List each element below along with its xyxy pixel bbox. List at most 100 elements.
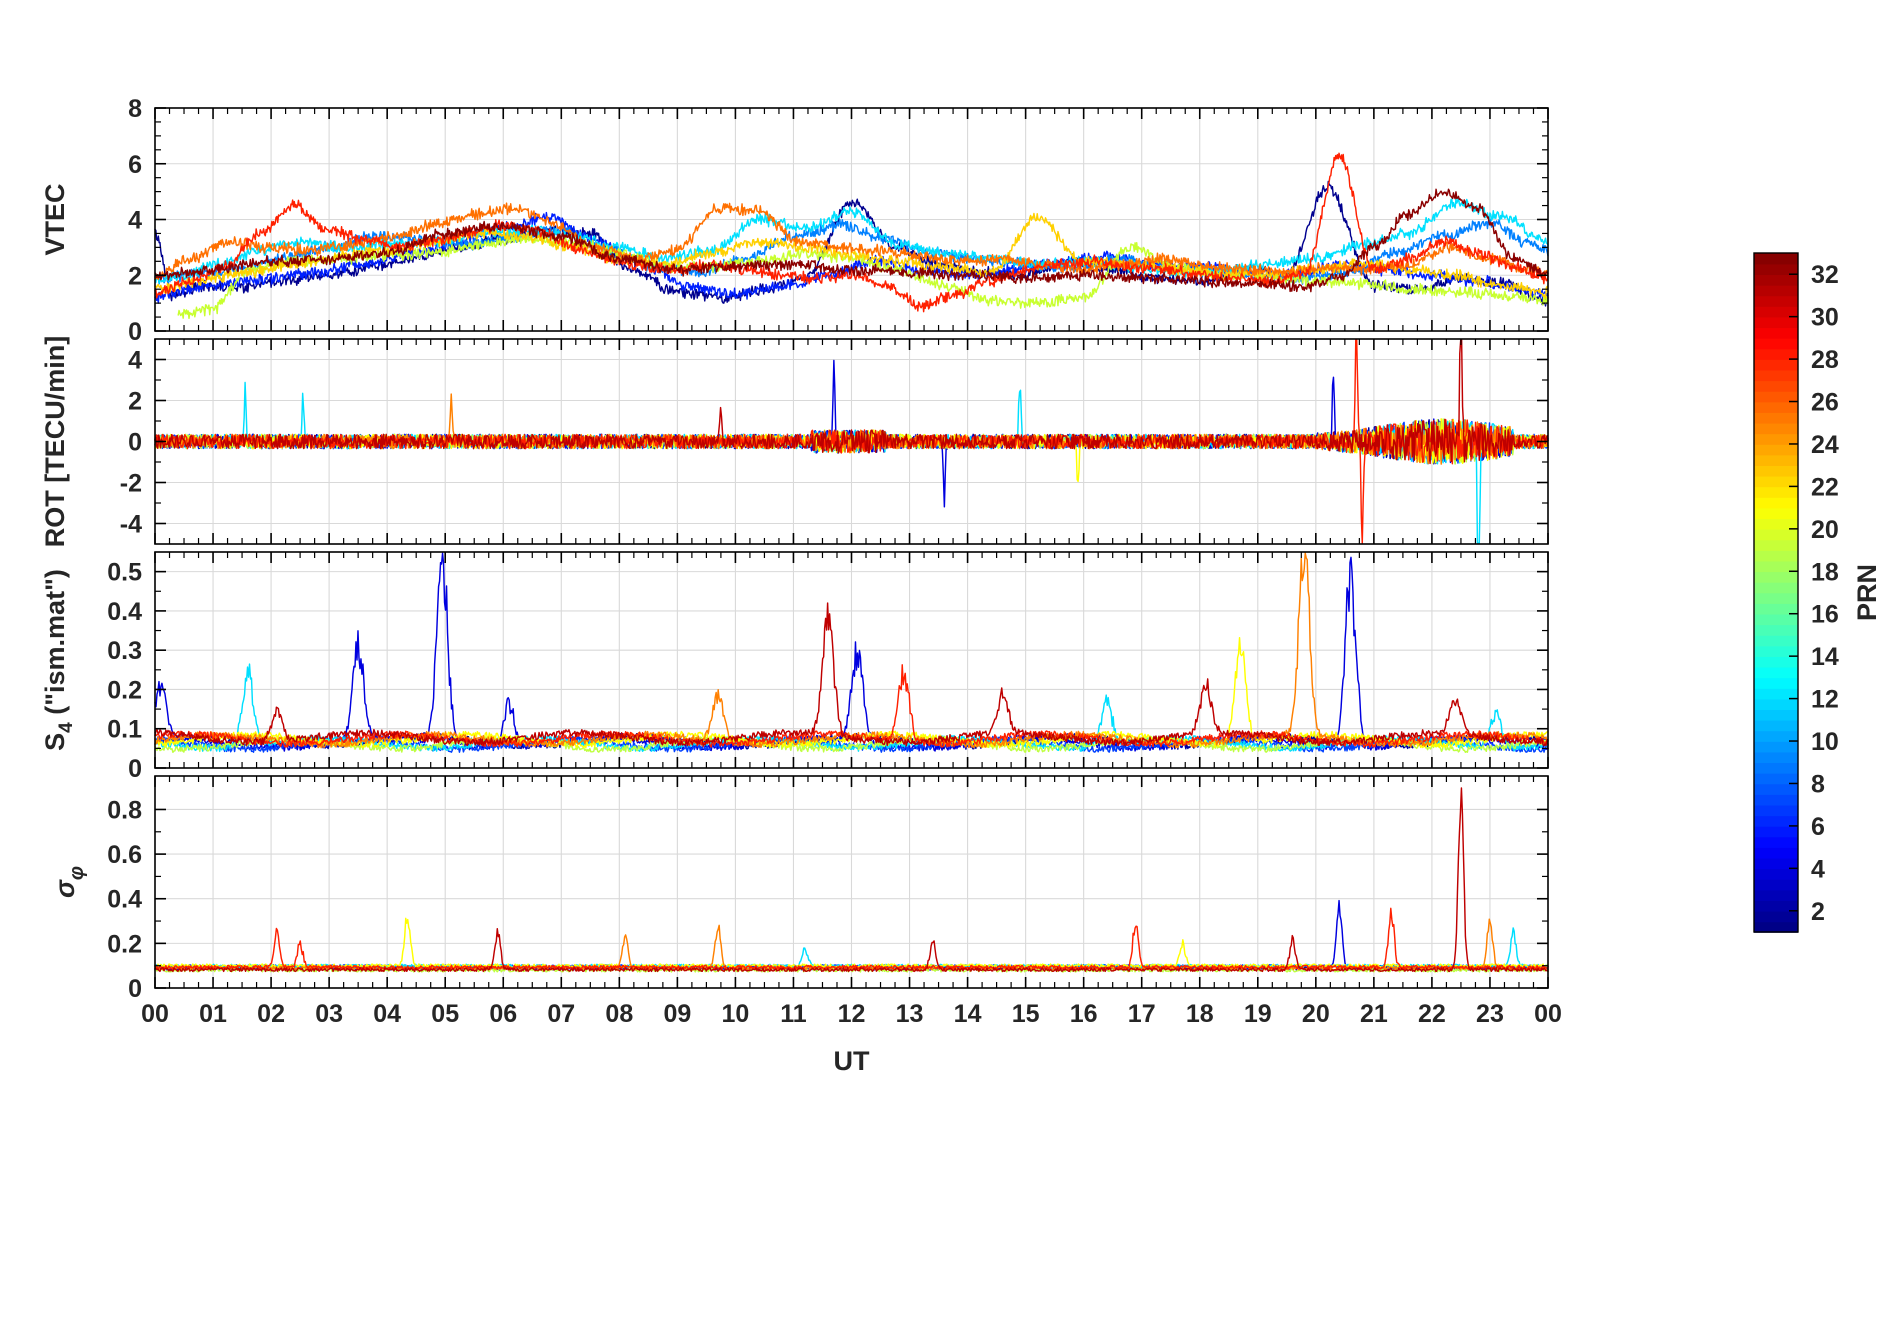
s4-trace-prn-31: [154, 602, 1549, 747]
x-tick-label: 00: [1534, 1000, 1562, 1028]
x-tick-label: 20: [1302, 1000, 1330, 1028]
colorbar-segment: [1754, 666, 1798, 679]
colorbar-tick-label: 12: [1811, 686, 1839, 714]
colorbar-tick-label: 20: [1811, 516, 1839, 544]
panel-vtec: [155, 108, 1548, 331]
colorbar-segment: [1754, 433, 1798, 445]
colorbar-segment: [1754, 698, 1798, 711]
x-tick-label: 02: [257, 1000, 285, 1028]
y-tick-label: 4: [128, 207, 142, 235]
colorbar-segment: [1754, 539, 1798, 551]
colorbar-segment: [1754, 783, 1798, 795]
y-tick-label: 0.2: [107, 930, 142, 958]
colorbar-segment: [1754, 741, 1798, 753]
colorbar-segment: [1754, 348, 1798, 360]
colorbar-segment: [1754, 772, 1798, 785]
colorbar-segment: [1754, 847, 1798, 859]
vtec-trace-prn-12: [154, 195, 1549, 284]
colorbar-segment: [1754, 560, 1798, 573]
colorbar-tick-label: 8: [1811, 770, 1825, 798]
y-axis-label-rot: ROT [TECU/min]: [40, 336, 70, 547]
colorbar-tick-label: 32: [1811, 261, 1839, 289]
x-tick-label: 22: [1418, 1000, 1446, 1028]
colorbar-tick-label: 18: [1811, 558, 1839, 586]
colorbar-segment: [1754, 624, 1798, 636]
y-tick-label: 2: [128, 388, 142, 416]
y-tick-label: 0.4: [107, 598, 142, 626]
colorbar-title: PRN: [1852, 564, 1882, 621]
colorbar-segment: [1754, 284, 1798, 297]
y-tick-label: 8: [128, 95, 142, 123]
colorbar-tick-label: 24: [1811, 431, 1839, 459]
colorbar-segment: [1754, 762, 1798, 774]
colorbar-tick-label: 6: [1811, 813, 1825, 841]
y-tick-label: 0.4: [107, 886, 142, 914]
colorbar-segment: [1754, 878, 1798, 891]
x-tick-label: 03: [315, 1000, 343, 1028]
colorbar-segment: [1754, 380, 1798, 392]
colorbar-segment: [1754, 359, 1798, 371]
colorbar-segment: [1754, 581, 1798, 594]
y-tick-label: 0: [128, 975, 142, 1003]
colorbar-segment: [1754, 910, 1798, 923]
x-tick-label: 19: [1244, 1000, 1272, 1028]
colorbar-segment: [1754, 613, 1798, 626]
colorbar-segment: [1754, 836, 1798, 848]
y-tick-label: 0: [128, 318, 142, 346]
colorbar-segment: [1754, 253, 1798, 265]
colorbar-segment: [1754, 306, 1798, 318]
colorbar-segment: [1754, 327, 1798, 339]
colorbar-segment: [1754, 401, 1798, 413]
axes-sigma-phi: 0 0.2 0.4 0.6 0.8: [107, 775, 1549, 1003]
x-tick-label: 18: [1186, 1000, 1214, 1028]
y-axis-label-vtec: VTEC: [40, 183, 70, 255]
colorbar-tick-label: 30: [1811, 304, 1839, 332]
x-tick-label: 15: [1012, 1000, 1040, 1028]
colorbar-segment: [1754, 656, 1798, 668]
colorbar-segment: [1754, 825, 1798, 838]
colorbar-segment: [1754, 634, 1798, 647]
y-tick-label: 0.3: [107, 637, 142, 665]
colorbar-segment: [1754, 507, 1798, 520]
y-tick-label: 4: [128, 347, 142, 375]
x-tick-label: 00: [141, 1000, 169, 1028]
colorbar-segment: [1754, 412, 1798, 424]
x-tick-label: 16: [1070, 1000, 1098, 1028]
x-tick-label: 13: [896, 1000, 924, 1028]
colorbar-segment: [1754, 475, 1798, 488]
x-tick-label: 05: [431, 1000, 459, 1028]
colorbar-segment: [1754, 592, 1798, 604]
y-axis-labels: VTEC ROT [TECU/min] S4 ("ism.mat") σφ: [40, 183, 88, 898]
colorbar-segment: [1754, 645, 1798, 657]
colorbar-segment: [1754, 337, 1798, 350]
colorbar-segment: [1754, 751, 1798, 764]
x-tick-label: 01: [199, 1000, 227, 1028]
colorbar-segment: [1754, 571, 1798, 583]
colorbar-segment: [1754, 497, 1798, 509]
colorbar-tick-label: 22: [1811, 473, 1839, 501]
colorbar[interactable]: 32 30 28 26 24 22 20 18 16 14 12 10 8 6 4 2 PRN: [1753, 252, 1882, 933]
vtec-trace-prn-28: [154, 152, 1549, 313]
colorbar-segment: [1754, 719, 1798, 732]
x-tick-label: 12: [838, 1000, 866, 1028]
colorbar-segment: [1754, 815, 1798, 827]
y-axis-label-sigma-phi: σφ: [50, 866, 88, 898]
y-tick-label: 0: [128, 429, 142, 457]
y-tick-label: 2: [128, 262, 142, 290]
panel-sigma-phi: [155, 776, 1548, 988]
y-tick-label: -4: [120, 511, 142, 539]
colorbar-segment: [1754, 677, 1798, 689]
colorbar-segment: [1754, 486, 1798, 498]
colorbar-segment: [1754, 687, 1798, 700]
colorbar-segment: [1754, 900, 1798, 912]
x-tick-label: 23: [1476, 1000, 1504, 1028]
colorbar-border: [1753, 252, 1799, 933]
y-tick-label: 0.1: [107, 716, 142, 744]
y-tick-label: 0.5: [107, 559, 142, 587]
x-tick-label: 09: [663, 1000, 691, 1028]
colorbar-segment: [1754, 550, 1798, 562]
axes-s4: 0 0.1 0.2 0.3 0.4 0.5: [107, 551, 1549, 783]
rot-trace-prn-31: [154, 339, 1549, 465]
